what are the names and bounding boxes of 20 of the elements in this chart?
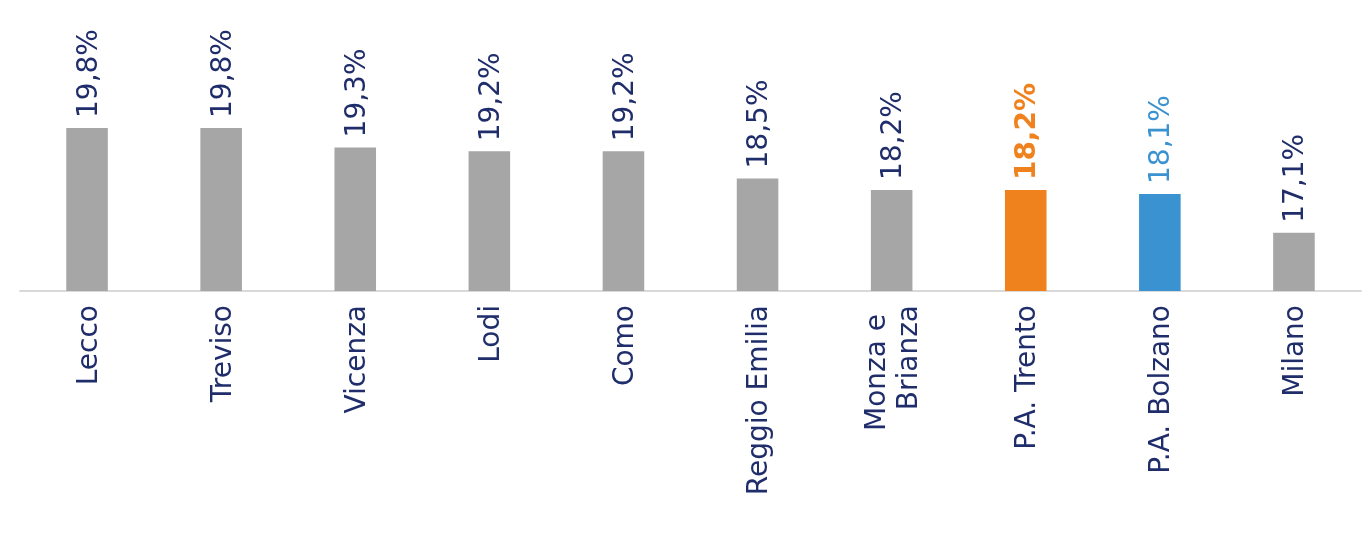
x-tick-label: Reggio Emilia (741, 305, 775, 496)
x-tick-label: Como (606, 305, 640, 387)
data-label: 17,1% (1277, 133, 1311, 223)
data-label: 18,2% (875, 91, 909, 181)
data-label: 19,8% (70, 29, 104, 118)
data-label: 18,5% (741, 79, 775, 169)
x-tick-label: Milano (1277, 305, 1311, 397)
x-tick-label: Lecco (70, 305, 104, 386)
x-tick-label: P.A. Bolzano (1143, 305, 1177, 474)
x-tick-label: P.A. Trento (1009, 305, 1043, 450)
data-label: 19,2% (472, 52, 506, 142)
data-label: 18,1% (1143, 95, 1177, 184)
x-tick-label: Monza e Brianza (859, 305, 925, 431)
x-tick-label: Treviso (204, 305, 238, 404)
x-tick-label: Lodi (472, 305, 506, 363)
x-tick-label: Vicenza (338, 305, 372, 414)
data-label: 19,8% (204, 29, 238, 118)
data-label: 19,3% (338, 48, 372, 138)
data-label: 18,2% (1009, 82, 1043, 181)
data-label: 19,2% (606, 52, 640, 142)
